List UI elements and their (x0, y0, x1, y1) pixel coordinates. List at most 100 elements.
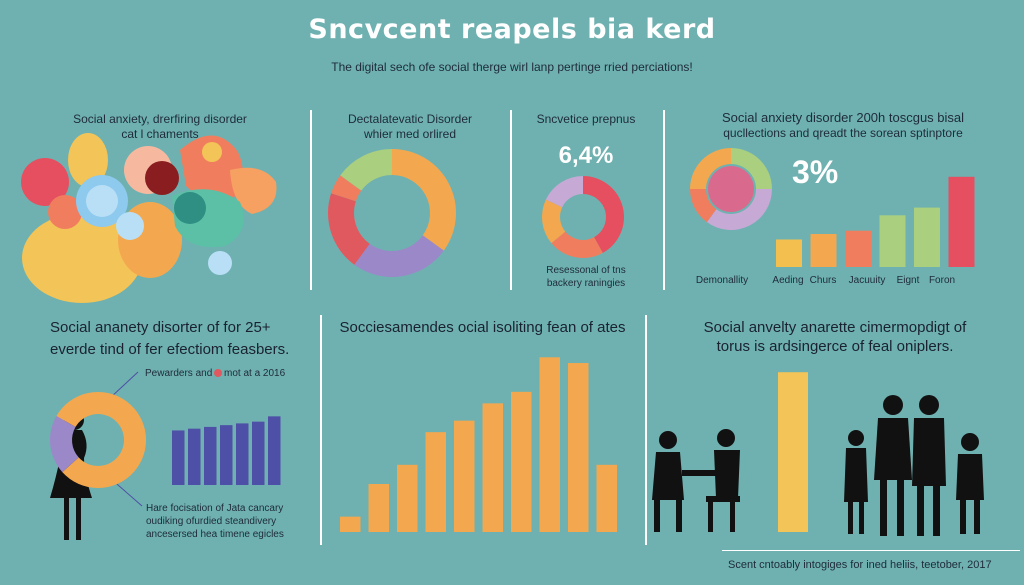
donut-slice-2 (328, 193, 370, 265)
panel1-blob-cluster (21, 133, 277, 303)
panel4-percent: 3% (792, 154, 839, 190)
bar-4 (914, 207, 940, 267)
blob (180, 135, 243, 202)
bar-6 (511, 391, 532, 532)
blob (21, 158, 69, 206)
bar-8 (568, 363, 589, 532)
legend-dot (214, 369, 222, 377)
panel5-title: Social ananety disorter of for 25+ (50, 319, 271, 336)
bar-6 (268, 416, 281, 485)
blob (22, 213, 142, 303)
donut-slice-0 (583, 176, 624, 253)
divider (310, 110, 312, 290)
page-title: Sncvcent reapels bia kerd (308, 14, 716, 45)
panel7-title-line2: torus is ardsingerce of feal oniplers. (716, 338, 954, 355)
donut-slice-2 (542, 199, 566, 244)
bar-5 (482, 403, 503, 532)
bar-tick-label: Demonallity (696, 275, 748, 286)
bar-0 (776, 239, 802, 267)
panel4-bar-labels: Demonallity Aeding Churs Jacuuity Eignt Foron (696, 275, 955, 286)
panel7-title-line1: Social anvelty anarette cimermopdigt of (703, 319, 967, 336)
panel5-note-line2: oudiking ofurdied steandivery (146, 516, 277, 527)
blob (68, 133, 108, 187)
donut-slice-3 (331, 175, 362, 202)
panel5-note-line3: ancesersed hea timene egicles (146, 529, 284, 540)
bar-4 (236, 423, 249, 485)
blob (208, 251, 232, 275)
bar-2 (845, 230, 871, 267)
donut-slice-0 (392, 149, 456, 251)
blob (116, 212, 144, 240)
blob (174, 192, 206, 224)
panel5-legend-text2: mot at a 2016 (224, 368, 286, 379)
bar-7 (539, 357, 560, 532)
divider (722, 550, 1020, 551)
donut-slice-2 (689, 189, 717, 223)
bar-tick-label: Churs (810, 275, 837, 286)
bar-tick-label: Aeding (772, 275, 803, 286)
bar-9 (596, 464, 617, 532)
bar-3 (879, 215, 906, 267)
donut-slice-3 (545, 176, 583, 208)
panel3-caption-line2: backery raningies (546, 278, 626, 289)
bar-1 (368, 484, 389, 532)
panel4-donut (689, 148, 772, 231)
panel3-percent: 6,4% (558, 142, 614, 169)
bar-1 (810, 234, 837, 267)
bar-3 (425, 432, 446, 532)
donut-slice-1 (354, 235, 444, 277)
divider (510, 110, 512, 290)
connector-line (109, 371, 139, 399)
panel1-title: Social anxiety, drerfiring disorder (73, 112, 247, 126)
panel6-title: Socciesamendes ocial isoliting fean of a… (339, 319, 626, 336)
footer-text: Scent cntoably intogiges for ined heliis… (728, 559, 992, 571)
panel2-donut (328, 149, 456, 277)
panel5-legend-text1: Pewarders and (145, 368, 213, 379)
donut-slice-3 (690, 148, 731, 189)
bar-4 (454, 420, 475, 532)
donut-slice-0 (731, 148, 772, 189)
donut-slice-4 (340, 149, 392, 191)
panel2-subtitle: whier med orlired (363, 127, 457, 141)
donut-slice-1 (50, 416, 79, 473)
bar-5 (252, 421, 265, 485)
panel5-donut (50, 391, 147, 489)
panel4-bar-chart (776, 176, 975, 267)
donut-slice-1 (706, 189, 772, 231)
panel4-subtitle: qucllections and qreadt the sorean sptin… (723, 126, 963, 140)
donut-slice-1 (551, 231, 603, 258)
bar-1 (188, 428, 201, 485)
divider (645, 315, 647, 545)
divider (320, 315, 322, 545)
donut-slice-0 (56, 391, 147, 489)
donut-center (708, 166, 754, 212)
panel1-subtitle: cat l chaments (121, 127, 199, 141)
panel5-note-line1: Hare focisation of Jata cancary (146, 503, 284, 514)
bar-0 (778, 372, 808, 532)
blob (86, 185, 118, 217)
bar-tick-label: Jacuuity (849, 275, 886, 286)
panel3-caption-line1: Resessonal of tns (546, 265, 626, 276)
silhouette-standing-group (844, 395, 984, 536)
divider (663, 110, 665, 290)
blob (48, 195, 82, 229)
bar-2 (397, 464, 418, 532)
blob (145, 161, 179, 195)
panel7-bar-chart (778, 372, 808, 532)
bar-tick-label: Foron (929, 275, 955, 286)
blob (202, 142, 222, 162)
panel3-donut (542, 176, 624, 258)
bar-0 (340, 516, 361, 532)
bar-3 (220, 425, 233, 485)
bar-2 (204, 426, 217, 485)
panel4-title: Social anxiety disorder 200h toscgus bis… (721, 110, 965, 125)
panel3-title: Sncvetice prepnus (536, 112, 636, 126)
blob (230, 167, 277, 214)
page-subtitle: The digital sech ofe social therge wirl … (331, 60, 693, 74)
panel6-bar-chart (340, 357, 617, 532)
bar-5 (948, 176, 975, 267)
panel2-title: Dectalatevatic Disorder (347, 112, 473, 126)
panel5-bar-chart (172, 416, 281, 485)
panel5-subtitle: everde tind of fer efectiom feasbers. (50, 341, 290, 358)
